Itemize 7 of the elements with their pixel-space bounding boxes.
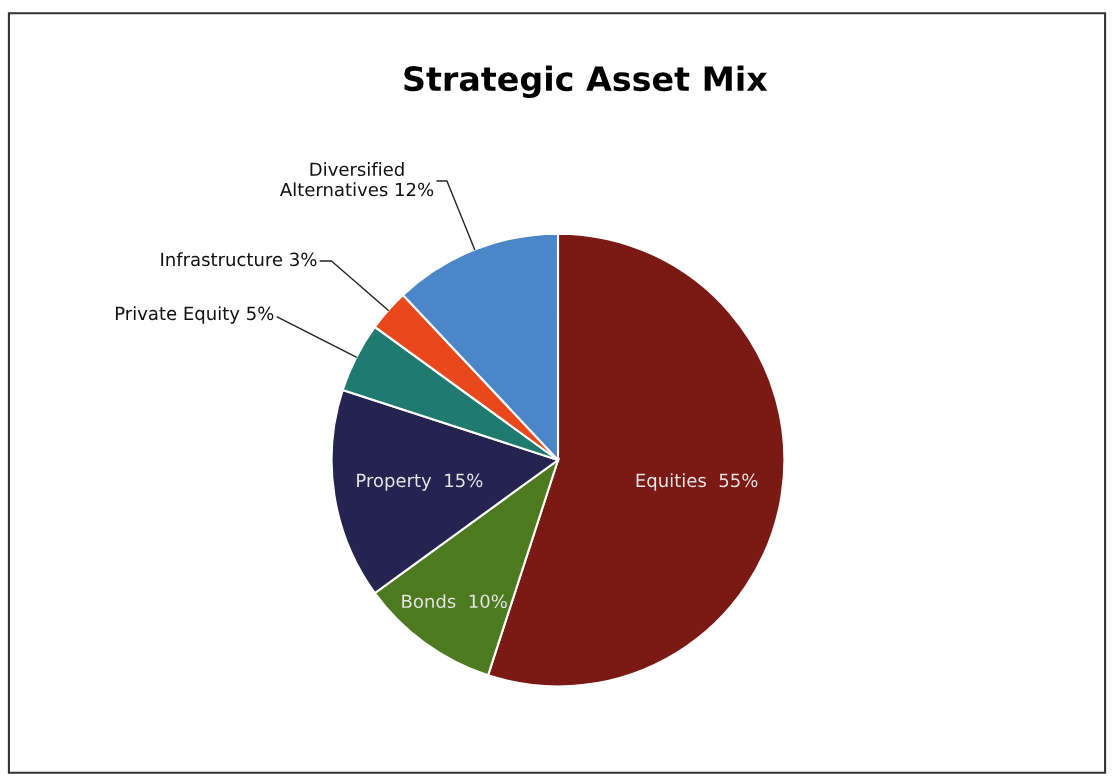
- slice-label: Diversified Alternatives 12%: [279, 162, 434, 197]
- slice-label: Infrastructure 3%: [161, 252, 317, 267]
- chart-title: Strategic Asset Mix: [404, 65, 768, 99]
- slice-label: Bonds 10%: [402, 594, 507, 609]
- slice-label: Equities 55%: [636, 473, 758, 491]
- slice-label: Private Equity 5%: [115, 306, 274, 324]
- slice-label: Property 15%: [357, 473, 483, 491]
